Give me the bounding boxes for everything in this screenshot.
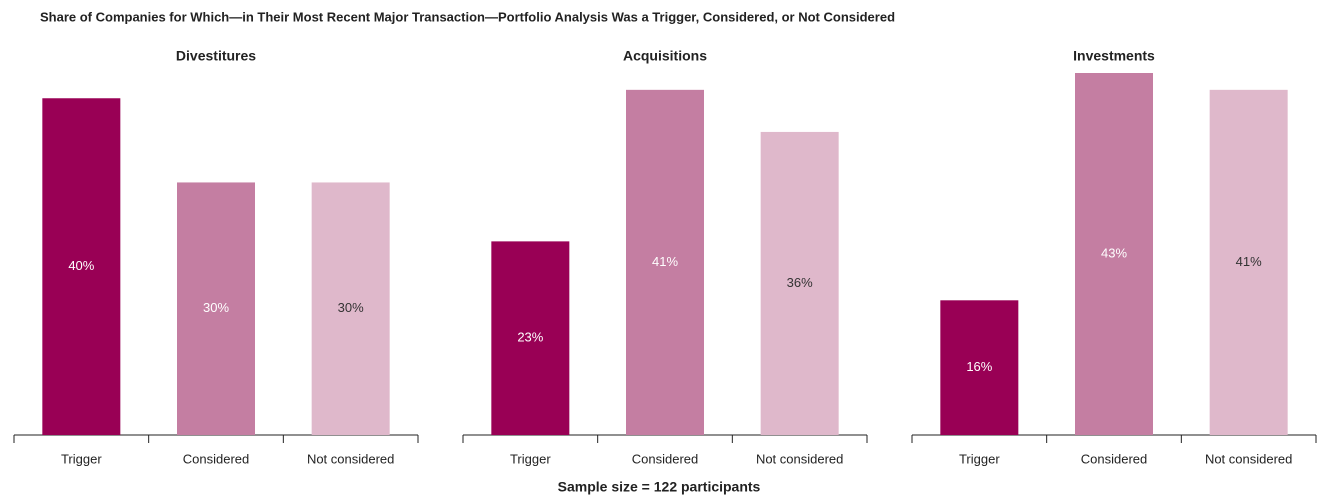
footnote: Sample size = 122 participants — [558, 479, 761, 495]
panel-title: Acquisitions — [623, 48, 707, 64]
value-label: 36% — [787, 275, 813, 290]
x-tick-label: Not considered — [756, 451, 843, 466]
bar — [940, 300, 1019, 435]
bar — [1075, 73, 1153, 435]
x-tick-label: Considered — [632, 451, 699, 466]
value-label: 16% — [966, 359, 992, 374]
value-label: 23% — [517, 330, 543, 345]
figure-title: Share of Companies for Which—in Their Mo… — [40, 9, 895, 24]
x-tick-label: Considered — [183, 451, 250, 466]
value-label: 43% — [1101, 245, 1127, 260]
value-label: 40% — [68, 258, 94, 273]
bar — [491, 241, 570, 435]
value-label: 30% — [203, 300, 229, 315]
bar — [1209, 89, 1288, 435]
x-tick-label: Considered — [1081, 451, 1148, 466]
value-label: 41% — [652, 254, 678, 269]
bar — [177, 182, 255, 435]
x-tick-label: Trigger — [959, 451, 1000, 466]
panel-title: Investments — [1073, 48, 1155, 64]
bar — [311, 182, 390, 435]
value-label: 41% — [1236, 254, 1262, 269]
x-tick-label: Trigger — [61, 451, 102, 466]
bar — [760, 131, 839, 435]
x-tick-label: Not considered — [1205, 451, 1292, 466]
x-tick-label: Trigger — [510, 451, 551, 466]
value-label: 30% — [338, 300, 364, 315]
x-tick-label: Not considered — [307, 451, 394, 466]
panel-title: Divestitures — [176, 48, 256, 64]
bar — [42, 98, 121, 436]
bar — [626, 89, 704, 435]
